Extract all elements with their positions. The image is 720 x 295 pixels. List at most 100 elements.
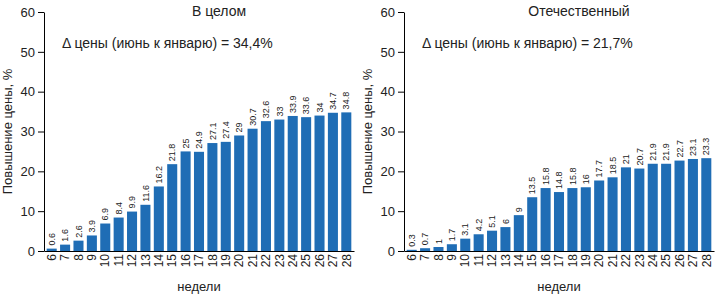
data-label: 22.7 xyxy=(675,140,685,158)
y-axis-title: Повышение цены, % xyxy=(0,68,15,194)
x-tick: 28 xyxy=(340,251,354,267)
bar xyxy=(87,235,97,251)
bar xyxy=(648,164,658,251)
data-label: 30.7 xyxy=(248,108,258,126)
y-tick-label: 50 xyxy=(21,44,35,59)
x-tick: 27 xyxy=(686,251,700,267)
x-tick: 23 xyxy=(273,251,287,267)
bar xyxy=(608,177,618,251)
y-tick: 60 xyxy=(381,5,404,20)
x-tick: 18 xyxy=(206,251,220,267)
data-label: 32.6 xyxy=(261,101,271,119)
bar xyxy=(248,129,258,251)
title: Отечественный xyxy=(528,3,629,19)
y-tick-label: 40 xyxy=(21,84,35,99)
x-tick-label: 18 xyxy=(206,254,220,268)
x-tick: 28 xyxy=(700,251,714,267)
x-tick: 18 xyxy=(566,251,580,267)
x-tick-label: 15 xyxy=(165,254,179,268)
x-tick-label: 23 xyxy=(273,254,287,268)
x-tick-label: 11 xyxy=(472,254,486,267)
bar xyxy=(167,164,177,251)
y-tick: 20 xyxy=(381,164,404,179)
x-tick-label: 8 xyxy=(432,254,446,261)
x-tick: 7 xyxy=(418,251,432,261)
x-tick: 7 xyxy=(58,251,72,261)
data-label: 5.1 xyxy=(487,215,497,228)
x-tick: 9 xyxy=(445,251,459,261)
data-label: 9 xyxy=(514,207,524,212)
bar xyxy=(407,250,417,251)
data-label: 1.7 xyxy=(447,229,457,242)
x-tick: 22 xyxy=(619,251,633,267)
y-tick: 30 xyxy=(21,124,44,139)
x-tick-label: 8 xyxy=(72,254,86,261)
x-tick-label: 6 xyxy=(45,254,59,261)
x-tick: 16 xyxy=(539,251,553,267)
x-tick: 12 xyxy=(485,251,499,267)
x-tick-label: 14 xyxy=(152,254,166,268)
x-tick-label: 24 xyxy=(286,254,300,268)
data-label: 9.9 xyxy=(127,196,137,209)
x-tick-label: 15 xyxy=(525,254,539,268)
x-tick: 10 xyxy=(458,251,472,267)
chart-root: 0102030405060678910111213141516171819202… xyxy=(0,0,720,295)
data-label: 21 xyxy=(621,154,631,164)
x-tick: 14 xyxy=(152,251,166,267)
x-tick-label: 7 xyxy=(418,254,432,261)
y-tick-mark xyxy=(38,52,44,53)
bar xyxy=(207,143,217,251)
y-axis: 0102030405060 xyxy=(21,5,45,259)
data-label: 33.6 xyxy=(301,97,311,115)
y-tick-mark xyxy=(398,211,404,212)
x-tick-label: 21 xyxy=(246,254,260,268)
data-label: 34.7 xyxy=(328,92,338,110)
y-tick-mark xyxy=(38,211,44,212)
annotation: Δ цены (июнь к январю) = 34,4% xyxy=(62,35,273,51)
data-label: 21.9 xyxy=(648,143,658,161)
x-tick-label: 25 xyxy=(659,254,673,268)
y-tick-mark xyxy=(38,12,44,13)
x-tick-label: 14 xyxy=(512,254,526,268)
data-label: 2.6 xyxy=(74,225,84,238)
y-axis: 0102030405060 xyxy=(381,5,405,259)
x-tick-label: 17 xyxy=(192,254,206,268)
x-tick: 10 xyxy=(98,251,112,267)
x-tick-label: 13 xyxy=(139,254,153,268)
x-tick-label: 12 xyxy=(125,254,139,268)
x-tick-label: 9 xyxy=(445,254,459,261)
data-label: 0.3 xyxy=(407,234,417,247)
x-tick: 6 xyxy=(405,251,419,261)
x-tick: 19 xyxy=(579,251,593,267)
bar xyxy=(60,245,70,251)
y-tick: 50 xyxy=(21,44,44,59)
y-tick-label: 60 xyxy=(381,5,395,20)
data-label: 8.4 xyxy=(114,202,124,215)
x-tick-label: 26 xyxy=(673,254,687,268)
data-label: 23.3 xyxy=(701,138,711,156)
bar xyxy=(567,188,577,251)
x-tick: 12 xyxy=(125,251,139,267)
x-tick: 16 xyxy=(179,251,193,267)
bar xyxy=(181,151,191,251)
x-tick: 26 xyxy=(313,251,327,267)
x-tick-label: 13 xyxy=(499,254,513,268)
data-label: 3.1 xyxy=(460,223,470,236)
bar xyxy=(274,120,284,251)
x-tick-label: 10 xyxy=(98,254,112,268)
bar xyxy=(328,113,338,251)
x-tick-label: 23 xyxy=(633,254,647,268)
y-tick-label: 50 xyxy=(381,44,395,59)
data-label: 25 xyxy=(181,138,191,148)
y-tick-mark xyxy=(38,251,44,252)
bar xyxy=(701,158,711,251)
x-tick-label: 18 xyxy=(566,254,580,268)
x-tick: 11 xyxy=(472,251,486,266)
y-tick-label: 20 xyxy=(21,164,35,179)
y-tick-mark xyxy=(398,251,404,252)
data-label: 6.9 xyxy=(100,208,110,221)
y-axis-line xyxy=(404,13,405,252)
y-tick: 60 xyxy=(21,5,44,20)
data-label: 33 xyxy=(274,107,284,117)
data-label: 11.6 xyxy=(141,185,151,202)
